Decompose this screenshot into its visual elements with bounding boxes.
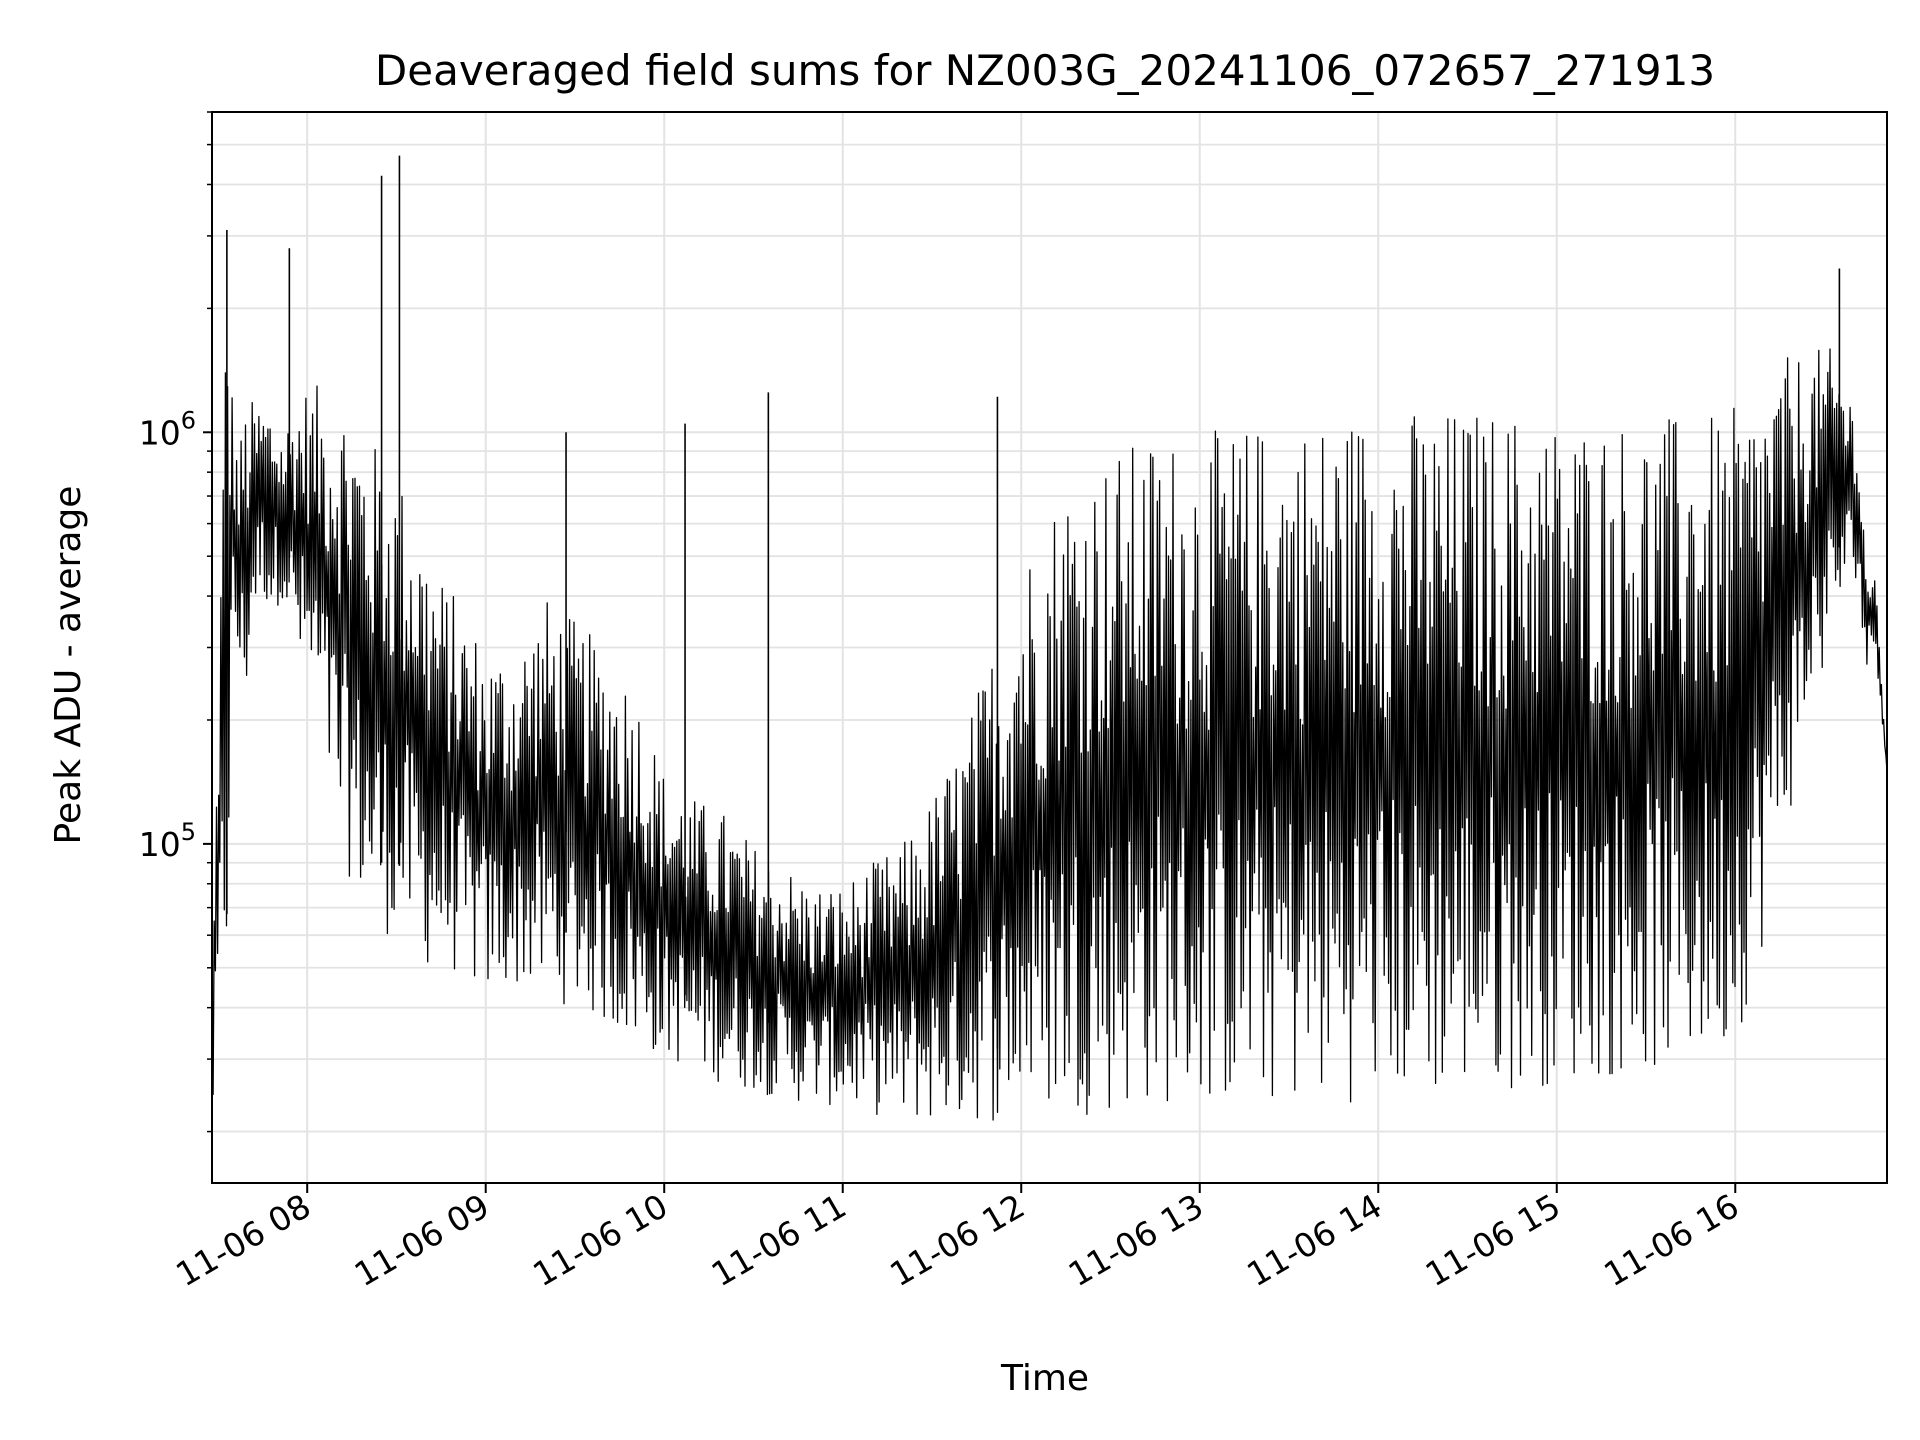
chart-title: Deaveraged field sums for NZ003G_2024110… [375,46,1715,95]
series-line [211,348,1888,1121]
y-tick-label: 106 [139,406,196,452]
x-axis-label: Time [1000,1358,1089,1399]
y-tick-label-exponent: 5 [181,818,196,846]
y-tick-label: 105 [139,818,196,864]
y-axis-label: Peak ADU - average [48,486,89,845]
y-tick-label-base: 10 [139,825,181,864]
y-tick-label-exponent: 6 [181,406,196,434]
data-line [211,155,1888,1121]
y-tick-label-base: 10 [139,413,181,452]
